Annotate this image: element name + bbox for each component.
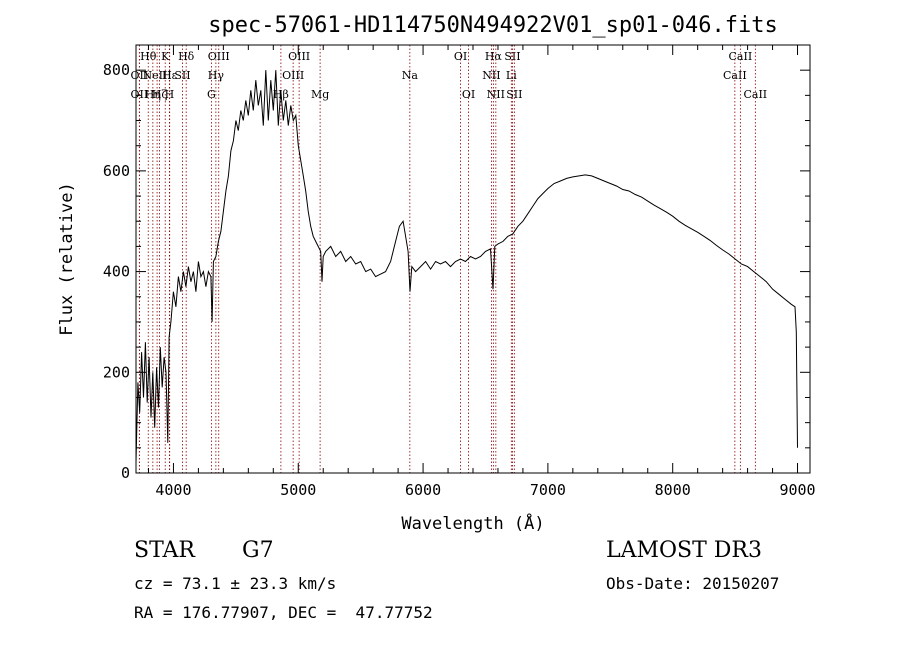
spectral-line-label: SII <box>174 69 190 82</box>
spectral-line-label: CaII <box>723 69 747 82</box>
spectral-line-label: Na <box>402 69 419 82</box>
y-tick-label: 200 <box>103 363 130 381</box>
observation-date: Obs-Date: 20150207 <box>606 574 780 593</box>
spectral-line-label: OI <box>462 88 475 101</box>
spectral-line-label: SII <box>504 50 520 63</box>
spectral-line-label: OII <box>131 69 149 82</box>
spectral-line-label: OIII <box>208 50 230 63</box>
x-tick-label: 4000 <box>155 481 191 499</box>
spectral-line-label: OI <box>454 50 467 63</box>
spectral-line-label: NII <box>482 69 500 82</box>
spectral-line-label: K <box>161 50 170 63</box>
spectral-line-label: Mg <box>311 88 329 101</box>
spectral-line-label: OIII <box>282 69 304 82</box>
x-tick-label: 8000 <box>655 481 691 499</box>
y-tick-label: 0 <box>121 464 130 482</box>
y-tick-label: 600 <box>103 162 130 180</box>
survey-name: LAMOST DR3 <box>606 538 762 563</box>
redshift-cz: cz = 73.1 ± 23.3 km/s <box>134 574 337 593</box>
spectral-line-label: Li <box>506 69 517 82</box>
spectral-line-label: OII <box>131 88 149 101</box>
y-axis-label: Flux (relative) <box>57 182 77 336</box>
spectrum-series-line <box>135 70 798 463</box>
spectral-line-label: Hα <box>485 50 503 63</box>
plot-frame <box>135 44 811 474</box>
spectral-line-label: Hδ <box>178 50 195 63</box>
x-tick-label: 6000 <box>405 481 441 499</box>
chart-title: spec-57061-HD114750N494922V01_sp01-046.f… <box>208 13 778 38</box>
spectral-line-label: Hγ <box>208 69 225 82</box>
spectral-line-label: SII <box>506 88 522 101</box>
x-tick-label: 5000 <box>280 481 316 499</box>
object-subclass: G7 <box>242 538 274 563</box>
spectral-line-label: CaII <box>729 50 753 63</box>
spectral-line-label: CaII <box>743 88 767 101</box>
spectral-line-label: NeIII <box>143 69 172 82</box>
spectral-line-label: NII <box>487 88 505 101</box>
coordinates: RA = 176.77907, DEC = 47.77752 <box>134 603 433 622</box>
x-tick-label: 7000 <box>530 481 566 499</box>
x-axis-label: Wavelength (Å) <box>401 512 544 534</box>
spectral-line-label: Hθ <box>140 50 157 63</box>
spectral-line-label: Hζ <box>152 88 168 101</box>
object-class: STAR <box>134 538 195 563</box>
spectral-line-label: Hε <box>162 69 178 82</box>
x-tick-label: 9000 <box>779 481 815 499</box>
spectral-line-label: G <box>207 88 216 101</box>
y-tick-label: 800 <box>103 61 130 79</box>
y-tick-label: 400 <box>103 263 130 281</box>
spectral-line-label: OIII <box>288 50 310 63</box>
